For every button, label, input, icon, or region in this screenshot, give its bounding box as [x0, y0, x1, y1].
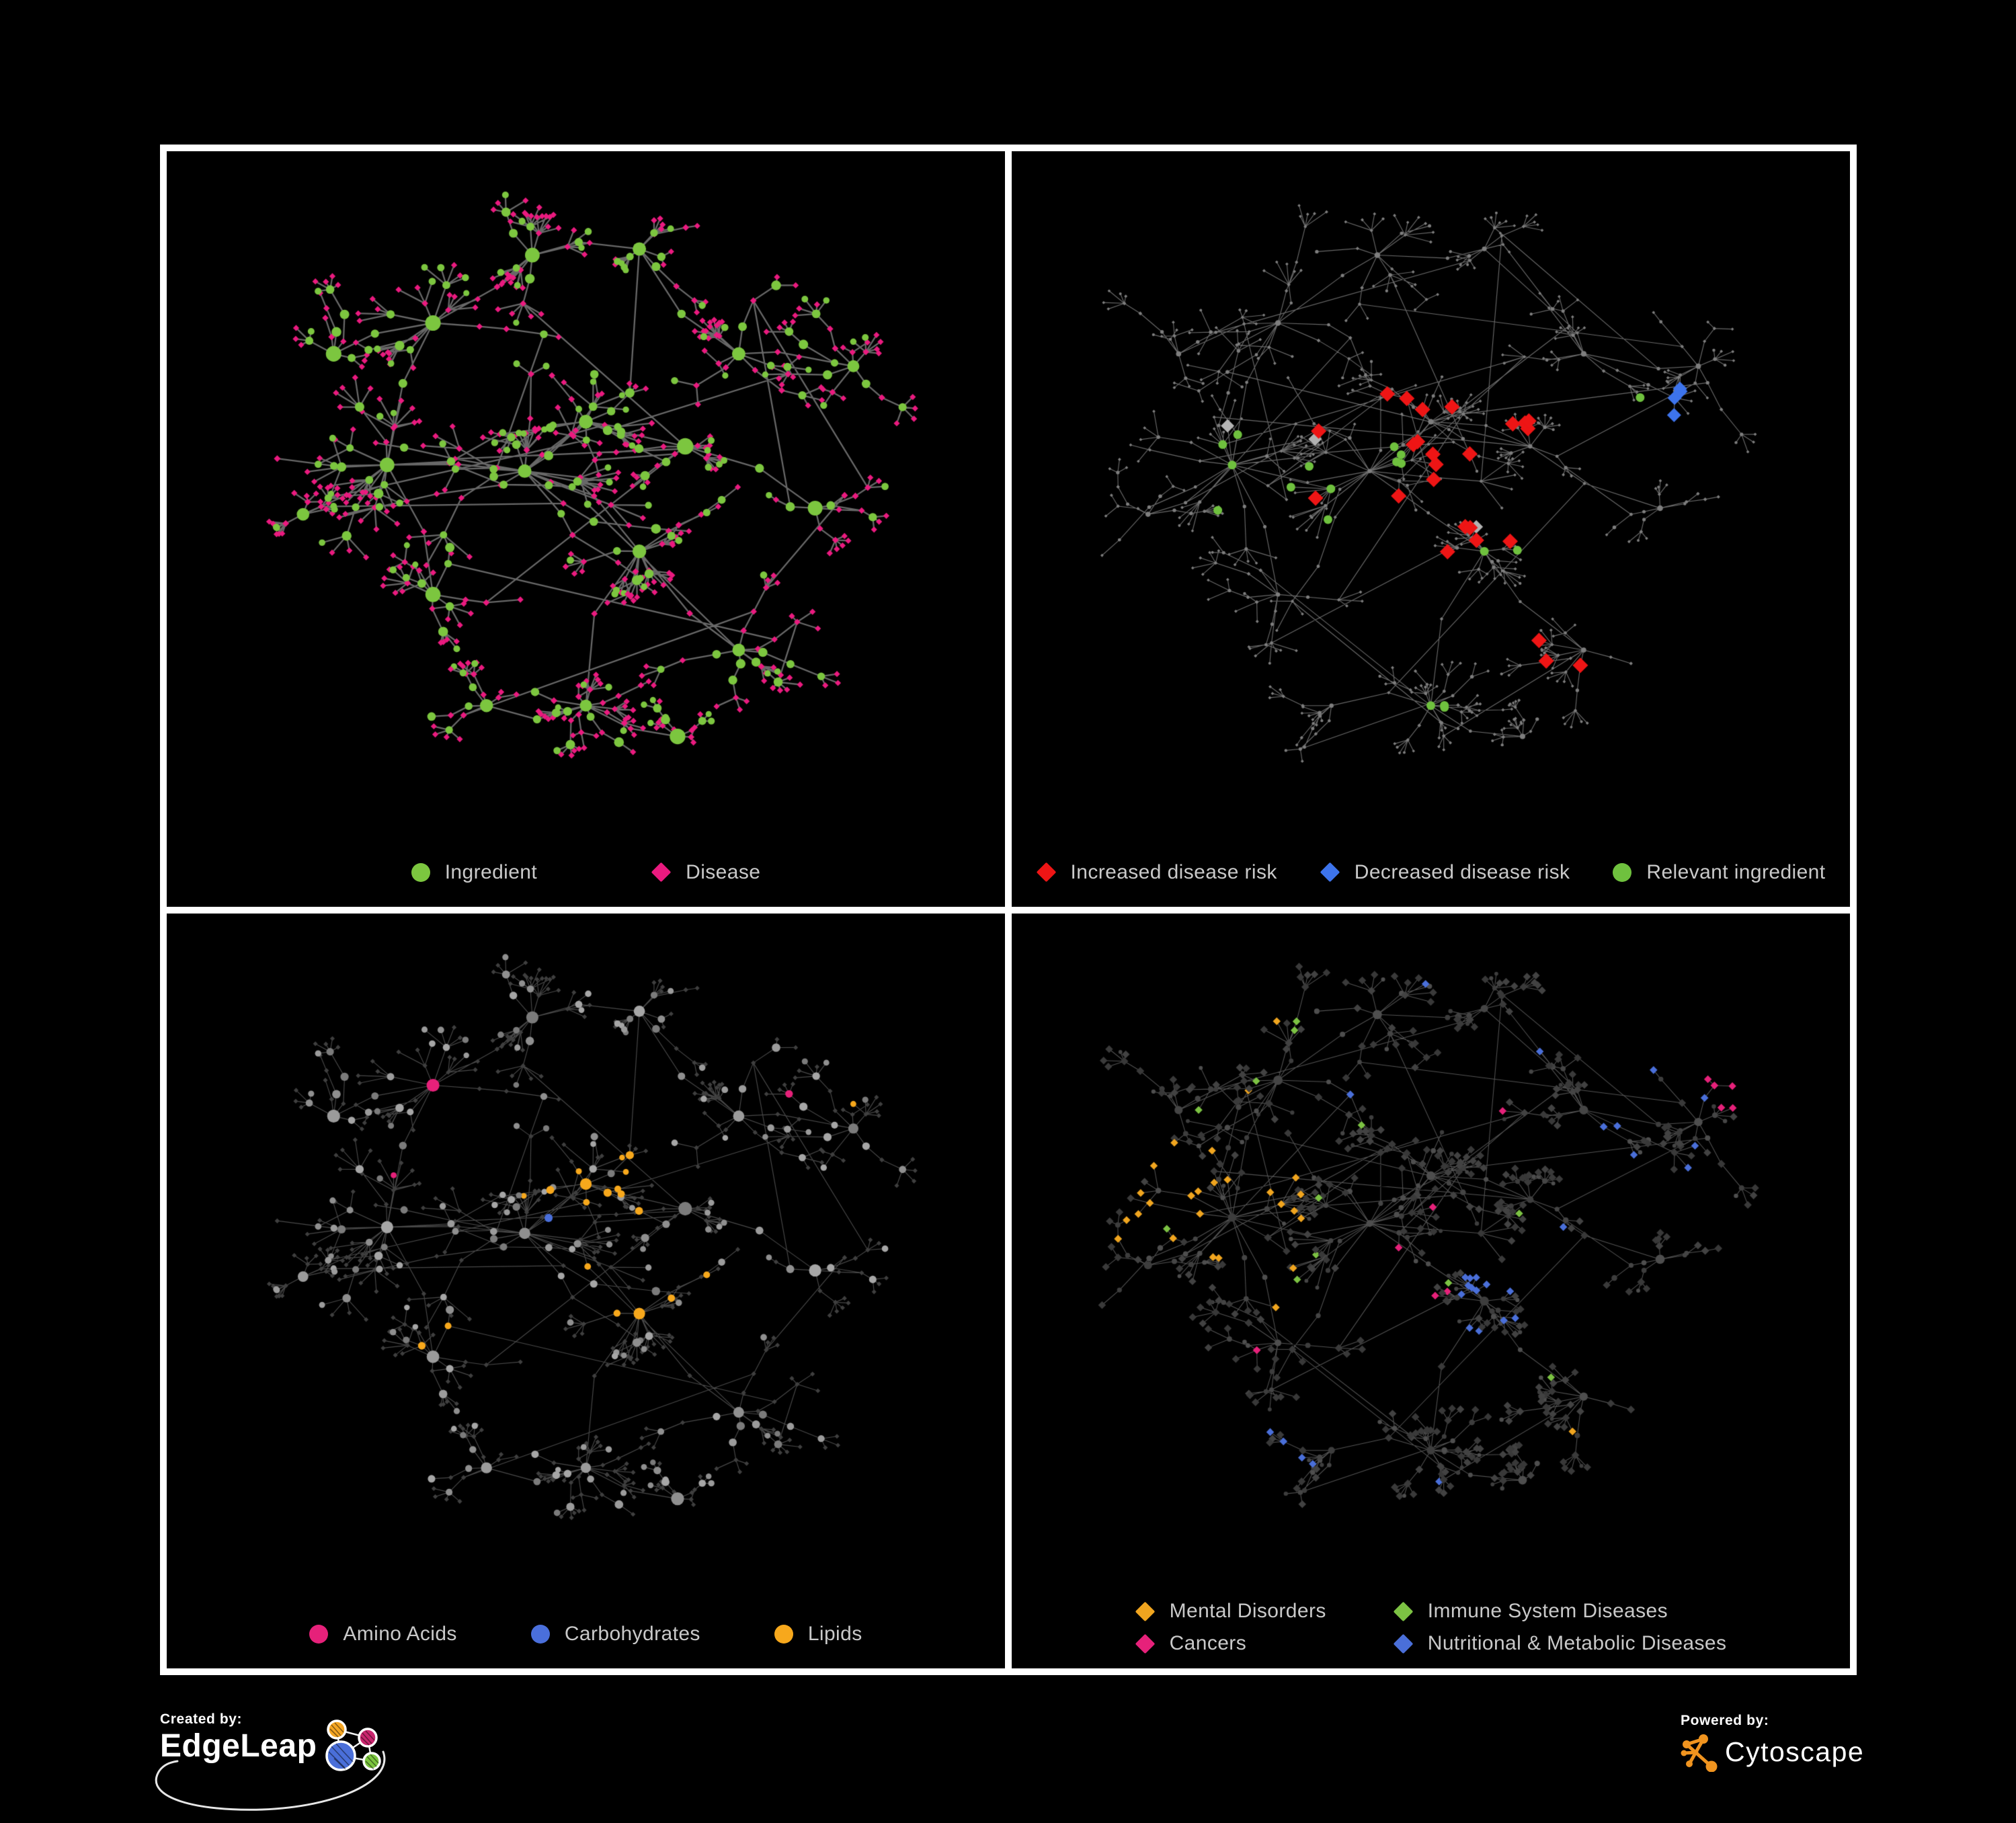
diamond-marker — [1393, 1601, 1414, 1621]
cytoscape-brand-row: Cytoscape — [1681, 1733, 1864, 1772]
legend-ingredient-disease: Ingredient Disease — [167, 861, 1005, 884]
edgeleap-logo-text: EdgeLeap — [160, 1728, 317, 1764]
diamond-marker — [1393, 1633, 1414, 1654]
diamond-marker — [1036, 862, 1056, 883]
legend-label: Disease — [686, 860, 761, 883]
legend-label: Amino Acids — [343, 1623, 457, 1645]
legend-item: Mental Disorders — [1135, 1600, 1326, 1623]
edgeleap-credit: Created by: EdgeLeap — [155, 1711, 563, 1811]
network-canvas-disease-categories — [1012, 913, 1850, 1668]
created-by-label: Created by: — [160, 1711, 243, 1727]
cytoscape-logo-icon — [1681, 1734, 1718, 1772]
powered-by-label: Powered by: — [1681, 1713, 1769, 1728]
cytoscape-logo-text: Cytoscape — [1725, 1736, 1865, 1768]
circle-marker — [530, 1625, 550, 1644]
legend-label: Relevant ingredient — [1646, 860, 1826, 883]
network-canvas-disease-risk — [1012, 151, 1850, 907]
legend-label: Lipids — [807, 1623, 862, 1645]
network-canvas-ingredient-disease — [167, 151, 1005, 907]
figure-grid: Ingredient Disease Increased disease risk… — [160, 145, 1857, 1675]
edgeleap-brand-row: EdgeLeap — [160, 1719, 563, 1783]
diamond-marker — [651, 862, 672, 883]
legend-label: Carbohydrates — [564, 1623, 700, 1645]
diamond-marker — [1135, 1601, 1155, 1621]
legend-disease-categories: Mental Disorders Immune System Diseases Ca… — [1012, 1600, 1850, 1655]
legend-label: Cancers — [1169, 1632, 1247, 1654]
circle-marker — [1613, 862, 1632, 882]
legend-item: Ingredient — [411, 861, 537, 884]
legend-item: Immune System Diseases — [1393, 1600, 1727, 1623]
legend-item: Lipids — [774, 1623, 862, 1646]
cytoscape-credit: Powered by: Cytoscape — [1681, 1713, 1864, 1772]
legend-label: Increased disease risk — [1070, 860, 1277, 883]
panel-ingredient-classes: Amino Acids Carbohydrates Lipids — [167, 913, 1005, 1668]
panel-disease-categories: Mental Disorders Immune System Diseases Ca… — [1012, 913, 1850, 1668]
legend-label: Nutritional & Metabolic Diseases — [1427, 1632, 1727, 1654]
circle-marker — [774, 1625, 793, 1644]
legend-label: Mental Disorders — [1169, 1600, 1326, 1622]
circle-marker — [309, 1625, 329, 1644]
panel-ingredient-disease: Ingredient Disease — [167, 151, 1005, 907]
legend-ingredient-classes: Amino Acids Carbohydrates Lipids — [167, 1623, 1005, 1646]
diamond-marker — [1135, 1633, 1155, 1654]
panel-disease-risk: Increased disease risk Decreased disease … — [1012, 151, 1850, 907]
legend-item: Increased disease risk — [1036, 860, 1277, 884]
diamond-marker — [1320, 862, 1340, 883]
legend-item: Amino Acids — [309, 1623, 456, 1646]
network-canvas-ingredient-classes — [167, 913, 1005, 1668]
edgeleap-logo-icon — [325, 1719, 382, 1771]
legend-label: Decreased disease risk — [1354, 860, 1570, 883]
legend-label: Ingredient — [444, 860, 538, 883]
legend-label: Immune System Diseases — [1427, 1600, 1668, 1622]
legend-disease-risk: Increased disease risk Decreased disease … — [1012, 861, 1850, 884]
legend-item: Decreased disease risk — [1320, 861, 1570, 884]
legend-item: Relevant ingredient — [1613, 861, 1825, 884]
legend-item: Nutritional & Metabolic Diseases — [1393, 1632, 1727, 1655]
circle-marker — [411, 862, 430, 882]
legend-item: Disease — [651, 861, 760, 884]
legend-item: Cancers — [1135, 1632, 1326, 1655]
legend-item: Carbohydrates — [530, 1623, 700, 1646]
